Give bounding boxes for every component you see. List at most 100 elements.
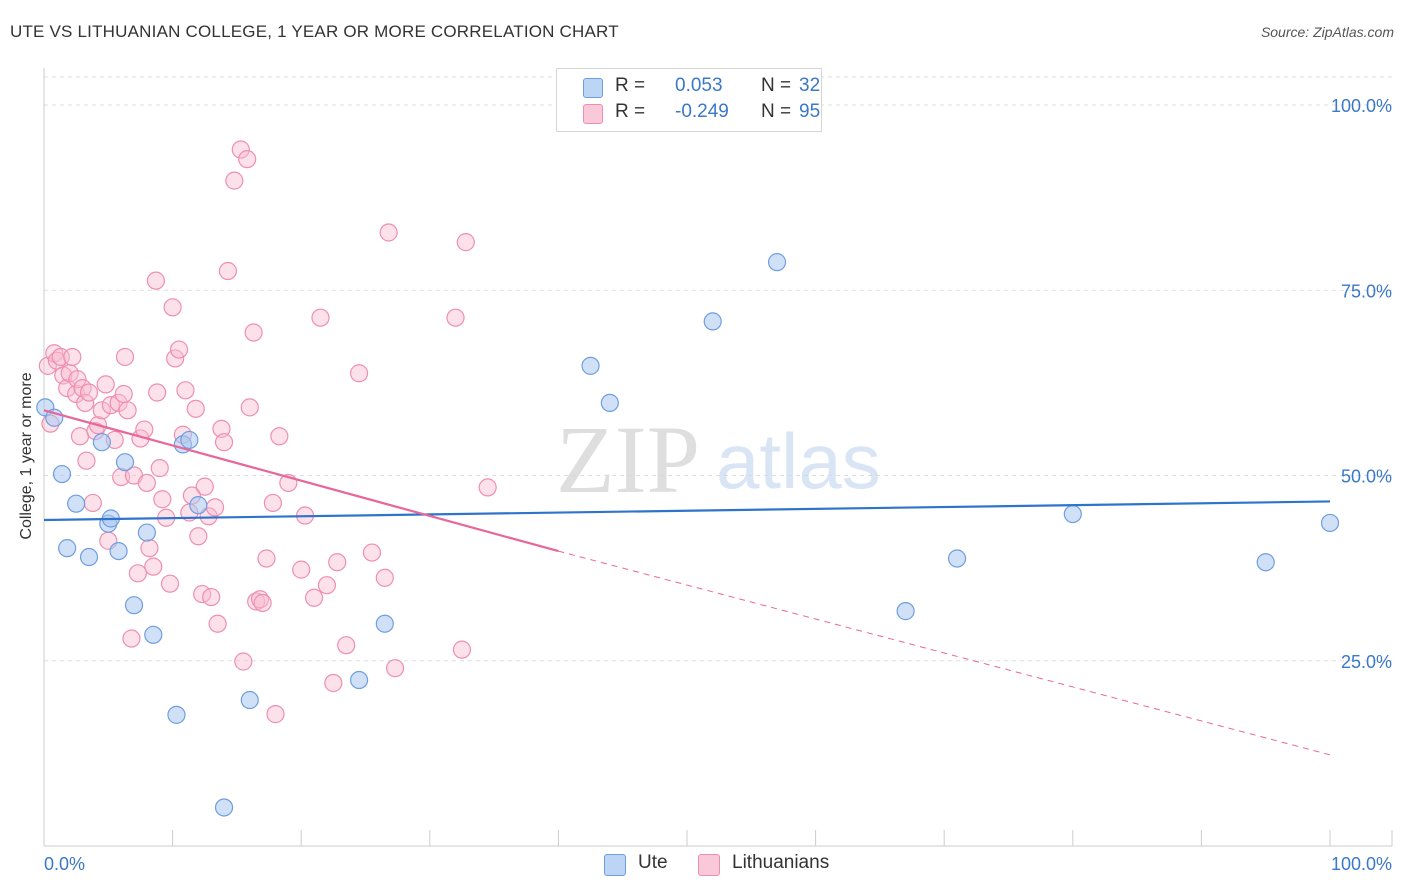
lithuanians-point xyxy=(166,349,185,368)
ute-point xyxy=(124,596,144,615)
lithuanians-point xyxy=(446,308,465,327)
lithuanians-point xyxy=(146,271,165,290)
lithuanians-point xyxy=(199,507,218,526)
lithuanians-point xyxy=(83,493,102,513)
ute-points xyxy=(36,253,1340,817)
lithuanians-point xyxy=(292,560,311,579)
chart-title: UTE VS LITHUANIAN COLLEGE, 1 YEAR OR MOR… xyxy=(10,22,619,41)
ute-point xyxy=(947,549,967,568)
lithuanians-trend-extension xyxy=(558,550,1331,756)
lithuanians-point xyxy=(176,381,195,400)
lithuanians-point xyxy=(160,574,180,593)
lithuanians-point xyxy=(212,419,231,438)
lithuanians-point xyxy=(214,433,234,452)
lithuanians-point xyxy=(122,629,141,648)
ute-point xyxy=(167,705,186,724)
lithuanians-point xyxy=(70,427,90,446)
ute-point xyxy=(52,464,72,484)
lithuanians-point xyxy=(115,347,135,367)
lithuanians-point xyxy=(231,140,250,159)
ute-point xyxy=(581,356,600,375)
lithuanians-point xyxy=(375,568,394,587)
ute-trend-line xyxy=(43,500,1331,522)
ute-point xyxy=(189,496,208,515)
lithuanians-point xyxy=(238,150,257,169)
r-label: R = xyxy=(615,75,646,96)
lithuanians-point xyxy=(328,553,347,572)
x-tick-label-max: 100.0% xyxy=(1331,854,1392,874)
lithuanians-point xyxy=(189,527,208,546)
y-axis-label: College, 1 year or more xyxy=(18,372,35,540)
n-value: 32 xyxy=(799,75,821,96)
lithuanians-point xyxy=(140,539,159,558)
n-label: N = xyxy=(761,101,792,122)
lithuanians-point xyxy=(118,401,137,420)
lithuanians-point xyxy=(92,401,111,420)
ute-point xyxy=(58,539,77,558)
ute-legend-swatch xyxy=(604,854,626,876)
y-tick-label: 75.0% xyxy=(1341,281,1392,301)
y-tick-label: 25.0% xyxy=(1341,652,1392,672)
lithuanians-legend-swatch xyxy=(698,854,720,876)
lithuanians-point xyxy=(257,549,276,568)
tick-labels: 25.0% 50.0% 75.0% 100.0% 0.0% 100.0% xyxy=(44,96,1392,874)
lithuanians-point xyxy=(208,614,227,633)
lithuanians-point xyxy=(456,233,475,252)
ute-point xyxy=(214,798,234,817)
r-value: 0.053 xyxy=(675,75,723,96)
ute-point xyxy=(375,614,394,633)
ute-point xyxy=(1320,513,1340,533)
lithuanians-point xyxy=(266,705,285,724)
ute-point xyxy=(896,602,915,621)
lithuanians-point xyxy=(76,393,95,413)
lithuanians-point xyxy=(240,398,259,417)
lithuanians-point xyxy=(244,323,263,342)
r-value: -0.249 xyxy=(675,101,729,122)
watermark-zip: ZIP xyxy=(556,406,700,513)
n-label: N = xyxy=(761,75,792,96)
ute-point xyxy=(703,312,722,331)
lithuanians-point xyxy=(63,347,82,367)
lithuanians-point xyxy=(324,673,343,693)
ute-point xyxy=(79,547,99,567)
ute-point xyxy=(600,393,619,413)
lithuanians-points xyxy=(38,140,497,724)
lithuanians-point xyxy=(304,588,324,607)
lithuanians-point xyxy=(128,564,147,583)
ute-point xyxy=(767,253,787,272)
lithuanians-trend-line xyxy=(43,409,559,553)
lithuanians-point xyxy=(478,478,497,497)
x-tick-label-min: 0.0% xyxy=(44,854,85,874)
lithuanians-point xyxy=(150,459,169,478)
y-tick-label: 50.0% xyxy=(1341,467,1392,487)
ute-legend-label: Ute xyxy=(638,852,668,873)
source-label: Source: ZipAtlas.com xyxy=(1260,24,1394,40)
lithuanians-point xyxy=(317,576,337,595)
ute-point xyxy=(109,542,128,561)
lithuanians-point xyxy=(144,557,163,576)
ute-point xyxy=(115,453,135,472)
lithuanians-point xyxy=(68,370,87,389)
ute-point xyxy=(240,690,259,710)
ute-point xyxy=(67,494,86,513)
lithuanians-point xyxy=(202,587,221,607)
lithuanians-point xyxy=(114,384,133,404)
lithuanians-point xyxy=(137,473,156,493)
lithuanians-point xyxy=(186,399,205,418)
y-tick-label: 100.0% xyxy=(1331,96,1392,116)
lithuanians-point xyxy=(253,593,272,613)
ute-point xyxy=(1063,504,1082,524)
ute-point xyxy=(92,433,111,452)
ute-point xyxy=(137,523,156,542)
ute-point xyxy=(180,430,199,450)
lithuanians-point xyxy=(79,383,99,402)
lithuanians-point xyxy=(349,364,369,383)
lithuanians-point xyxy=(205,498,225,517)
axes xyxy=(43,68,1393,847)
lithuanians-legend-label: Lithuanians xyxy=(732,852,830,873)
ute-swatch xyxy=(583,78,603,98)
lithuanians-point xyxy=(311,308,330,327)
lithuanians-point xyxy=(153,490,172,509)
lithuanians-point xyxy=(77,451,96,470)
